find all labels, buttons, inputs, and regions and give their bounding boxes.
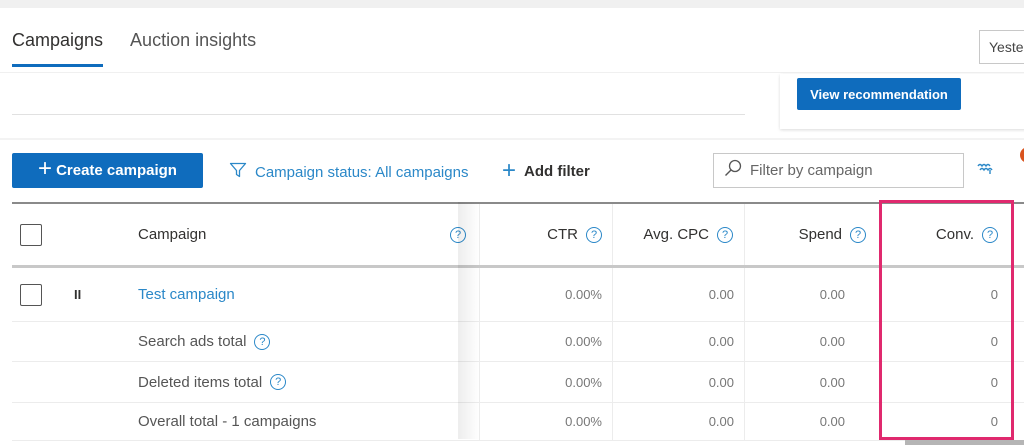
column-divider — [479, 403, 480, 440]
search-icon — [724, 159, 742, 182]
ctr-value: 0.00% — [565, 374, 602, 390]
column-divider — [744, 268, 745, 321]
spend-value: 0.00 — [819, 374, 845, 390]
pause-icon[interactable]: II — [74, 287, 82, 302]
table-row: Deleted items total? 0.00% 0.00 0.00 0 — [12, 362, 1024, 403]
avg-cpc-value: 0.00 — [708, 414, 734, 429]
date-range-select[interactable]: Yesterday — [979, 30, 1024, 64]
help-icon[interactable]: ? — [850, 226, 866, 243]
row-label: Deleted items total — [138, 373, 263, 391]
ctr-value: 0.00% — [565, 287, 602, 302]
spend-value: 0.00 — [819, 334, 845, 349]
column-divider — [479, 268, 480, 321]
select-all-cell — [20, 204, 42, 265]
spend-value: 0.00 — [819, 287, 845, 302]
ctr-value: 0.00% — [565, 414, 602, 429]
horizontal-scrollbar[interactable] — [905, 440, 1024, 445]
notification-badge[interactable] — [1020, 147, 1024, 163]
hidden-column-help: ? — [450, 204, 466, 265]
tabs-divider — [0, 72, 1024, 73]
columns-icon[interactable] — [975, 160, 995, 183]
help-icon[interactable]: ? — [982, 226, 998, 243]
row-checkbox[interactable] — [20, 283, 42, 306]
top-bar — [0, 0, 1024, 8]
help-icon[interactable]: ? — [586, 226, 602, 243]
section-separator — [0, 138, 1024, 140]
column-divider — [744, 403, 745, 440]
conv-value: 0 — [990, 414, 998, 429]
create-campaign-button[interactable]: + Create campaign — [12, 153, 203, 188]
table-row: II Test campaign 0.00% 0.00 0.00 0 — [12, 268, 1024, 322]
table-header: Campaign ? CTR? Avg. CPC? Spend? Conv.? — [12, 202, 1024, 268]
add-filter-label: Add filter — [524, 162, 590, 180]
create-campaign-label: Create campaign — [56, 162, 177, 179]
conv-value: 0 — [990, 374, 998, 390]
card-divider — [12, 114, 745, 115]
column-divider — [744, 362, 745, 402]
conv-header-label: Conv. — [935, 226, 974, 243]
plus-icon: + — [502, 157, 517, 184]
frozen-column-shadow — [458, 202, 480, 439]
help-icon[interactable]: ? — [450, 226, 466, 243]
campaigns-panel: + Create campaign Campaign status: All c… — [0, 140, 1024, 445]
ctr-header[interactable]: CTR? — [492, 204, 602, 265]
column-divider — [612, 268, 613, 321]
plus-icon: + — [38, 155, 53, 182]
add-filter-button[interactable]: + Add filter — [502, 159, 590, 183]
avg-cpc-value: 0.00 — [708, 287, 734, 302]
search-input[interactable] — [750, 162, 960, 179]
column-divider — [612, 322, 613, 361]
table-row: Search ads total? 0.00% 0.00 0.00 0 — [12, 322, 1024, 362]
select-all-checkbox[interactable] — [20, 223, 42, 246]
column-divider — [744, 204, 745, 265]
tab-bar: Campaigns Auction insights — [12, 30, 256, 67]
ctr-value: 0.00% — [565, 334, 602, 349]
campaign-search[interactable] — [713, 153, 964, 188]
search-ads-total-label: Search ads total? — [138, 322, 271, 361]
spend-header[interactable]: Spend? — [744, 204, 866, 265]
avg-cpc-header[interactable]: Avg. CPC? — [612, 204, 733, 265]
tab-auction-insights[interactable]: Auction insights — [130, 30, 257, 50]
conv-value: 0 — [990, 334, 998, 349]
campaign-status-filter[interactable]: Campaign status: All campaigns — [229, 161, 468, 183]
campaign-status-label: Campaign status: All campaigns — [255, 163, 469, 181]
ctr-header-label: CTR — [547, 226, 578, 243]
column-divider — [479, 362, 480, 402]
column-divider — [744, 322, 745, 361]
filter-icon — [229, 161, 247, 183]
campaign-link[interactable]: Test campaign — [138, 286, 235, 303]
overall-total-label: Overall total - 1 campaigns — [138, 413, 317, 430]
conv-header[interactable]: Conv.? — [882, 204, 998, 265]
conv-value: 0 — [990, 287, 998, 302]
tab-campaigns[interactable]: Campaigns — [12, 30, 104, 67]
view-recommendation-button[interactable]: View recommendation — [797, 78, 961, 110]
help-icon[interactable]: ? — [717, 226, 733, 243]
avg-cpc-value: 0.00 — [708, 334, 734, 349]
page-header: Campaigns Auction insights Yesterday Vie… — [0, 8, 1024, 138]
help-icon[interactable]: ? — [270, 374, 287, 390]
table-row: Overall total - 1 campaigns 0.00% 0.00 0… — [12, 403, 1024, 441]
spend-value: 0.00 — [819, 414, 845, 429]
avg-cpc-header-label: Avg. CPC — [643, 226, 709, 243]
help-icon[interactable]: ? — [254, 333, 271, 350]
spend-header-label: Spend — [798, 226, 842, 243]
column-divider — [479, 204, 480, 265]
row-label: Search ads total — [138, 333, 247, 350]
avg-cpc-value: 0.00 — [708, 374, 734, 390]
column-divider — [612, 204, 613, 265]
column-divider — [612, 362, 613, 402]
column-divider — [479, 322, 480, 361]
column-divider — [612, 403, 613, 440]
recommendation-card: View recommendation — [780, 74, 1024, 129]
row-checkbox-cell — [20, 268, 42, 321]
campaign-header[interactable]: Campaign — [138, 226, 207, 243]
toolbar: + Create campaign Campaign status: All c… — [12, 147, 1024, 189]
deleted-items-total-label: Deleted items total? — [138, 362, 287, 402]
